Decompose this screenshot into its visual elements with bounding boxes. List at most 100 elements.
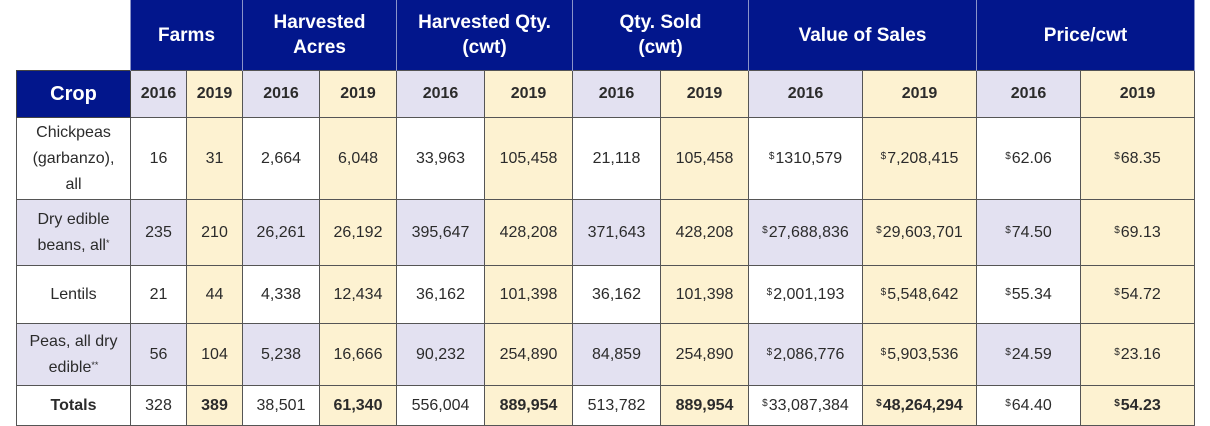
cell-price-2016: $64.40	[976, 385, 1081, 426]
cell-sold-2019: 889,954	[660, 385, 749, 426]
cell-value: 889,954	[675, 396, 734, 414]
crop-name-cell: Chickpeas (garbanzo), all	[16, 117, 131, 200]
cell-value: 56	[149, 345, 168, 363]
year-header-farms-2019: 2019	[186, 70, 243, 118]
cell-value-2019: $48,264,294	[862, 385, 977, 426]
crop-name: Chickpeas (garbanzo), all	[32, 123, 115, 193]
cell-acres-2019: 16,666	[319, 323, 397, 386]
group-header-value-of-sales: Value of Sales	[748, 0, 977, 71]
cell-sold-2016: 36,162	[572, 265, 661, 324]
cell-value: 7,208,415	[887, 149, 959, 167]
cell-value: 44	[205, 285, 224, 303]
cell-price-2016: $24.59	[976, 323, 1081, 386]
cell-acres-2019: 61,340	[319, 385, 397, 426]
cell-value: 104	[201, 345, 228, 363]
cell-price-2016: $55.34	[976, 265, 1081, 324]
crop-name: Lentils	[50, 285, 97, 303]
cell-price-2019: $54.72	[1080, 265, 1195, 324]
table-row: Peas, all dry edible** 56 104 5,238 16,666 90…	[16, 323, 1195, 386]
cell-farms-2016: 21	[130, 265, 187, 324]
year-header-sold-2016: 2016	[572, 70, 661, 118]
cell-value: 389	[201, 396, 228, 414]
crop-statistics-table: Farms Harvested Acres Harvested Qty. (cwt)…	[16, 0, 1195, 426]
cell-value: 6,048	[337, 149, 379, 167]
cell-value: 62.06	[1011, 149, 1052, 167]
currency-symbol: $	[1114, 397, 1120, 409]
year-header-hqty-2019: 2019	[484, 70, 573, 118]
cell-value: 54.23	[1120, 396, 1161, 414]
cell-value: 254,890	[499, 345, 558, 363]
cell-acres-2016: 4,338	[242, 265, 320, 324]
cell-value-2019: $5,548,642	[862, 265, 977, 324]
cell-value: 21	[149, 285, 168, 303]
currency-symbol: $	[880, 346, 887, 358]
cell-hqty-2016: 556,004	[396, 385, 485, 426]
cell-value: 2,086,776	[773, 345, 845, 363]
cell-sold-2019: 105,458	[660, 117, 749, 200]
cell-value-2016: $1310,579	[748, 117, 863, 200]
footnote-marker: **	[91, 359, 99, 370]
cell-value: 33,963	[416, 149, 465, 167]
crop-name: Peas, all dry edible	[29, 332, 118, 376]
blank-corner	[16, 0, 131, 71]
cell-hqty-2019: 428,208	[484, 199, 573, 266]
crop-name-cell: Totals	[16, 385, 131, 426]
table-row: Dry edible beans, all* 235 210 26,261 26,192…	[16, 199, 1195, 266]
cell-value: 21,118	[592, 149, 641, 167]
cell-hqty-2016: 33,963	[396, 117, 485, 200]
year-header-price-2016: 2016	[976, 70, 1081, 118]
cell-farms-2019: 104	[186, 323, 243, 386]
cell-value: 90,232	[416, 345, 465, 363]
currency-symbol: $	[766, 286, 773, 298]
currency-symbol: $	[762, 397, 768, 409]
currency-symbol: $	[1114, 346, 1120, 358]
cell-value-2019: $7,208,415	[862, 117, 977, 200]
cell-farms-2019: 31	[186, 117, 243, 200]
cell-value: 105,458	[675, 149, 734, 167]
currency-symbol: $	[1005, 397, 1011, 409]
cell-value: 1310,579	[775, 149, 843, 167]
cell-value: 371,643	[587, 223, 646, 241]
cell-value: 889,954	[499, 396, 558, 414]
year-header-acres-2016: 2016	[242, 70, 320, 118]
cell-value-2016: $33,087,384	[748, 385, 863, 426]
year-header-sold-2019: 2019	[660, 70, 749, 118]
cell-value: 16	[149, 149, 168, 167]
cell-acres-2016: 5,238	[242, 323, 320, 386]
cell-value: 24.59	[1011, 345, 1052, 363]
cell-value: 16,666	[333, 345, 383, 363]
cell-value: 4,338	[260, 285, 302, 303]
cell-value: 101,398	[675, 285, 734, 303]
currency-symbol: $	[876, 397, 882, 409]
cell-farms-2019: 210	[186, 199, 243, 266]
cell-farms-2016: 56	[130, 323, 187, 386]
group-header-price-per-cwt: Price/cwt	[976, 0, 1195, 71]
cell-farms-2019: 44	[186, 265, 243, 324]
cell-value-2016: $2,086,776	[748, 323, 863, 386]
currency-symbol: $	[1005, 224, 1011, 236]
cell-value: 395,647	[411, 223, 470, 241]
cell-value: 23.16	[1120, 345, 1161, 363]
cell-acres-2016: 38,501	[242, 385, 320, 426]
cell-value: 513,782	[587, 396, 646, 414]
cell-acres-2016: 2,664	[242, 117, 320, 200]
crop-name-cell: Peas, all dry edible**	[16, 323, 131, 386]
year-header-value-2019: 2019	[862, 70, 977, 118]
cell-sold-2019: 101,398	[660, 265, 749, 324]
cell-value: 254,890	[675, 345, 734, 363]
cell-value-2016: $27,688,836	[748, 199, 863, 266]
currency-symbol: $	[768, 150, 775, 162]
cell-farms-2016: 235	[130, 199, 187, 266]
cell-hqty-2016: 395,647	[396, 199, 485, 266]
cell-hqty-2019: 105,458	[484, 117, 573, 200]
cell-value: 2,664	[260, 149, 302, 167]
cell-price-2016: $62.06	[976, 117, 1081, 200]
cell-sold-2016: 371,643	[572, 199, 661, 266]
year-header-hqty-2016: 2016	[396, 70, 485, 118]
cell-price-2019: $54.23	[1080, 385, 1195, 426]
cell-value: 68.35	[1120, 149, 1161, 167]
cell-value: 105,458	[499, 149, 558, 167]
currency-symbol: $	[1005, 346, 1011, 358]
cell-farms-2016: 16	[130, 117, 187, 200]
year-header-row: Crop 2016 2019 2016 2019 2016 2019 2016 …	[16, 70, 1195, 118]
